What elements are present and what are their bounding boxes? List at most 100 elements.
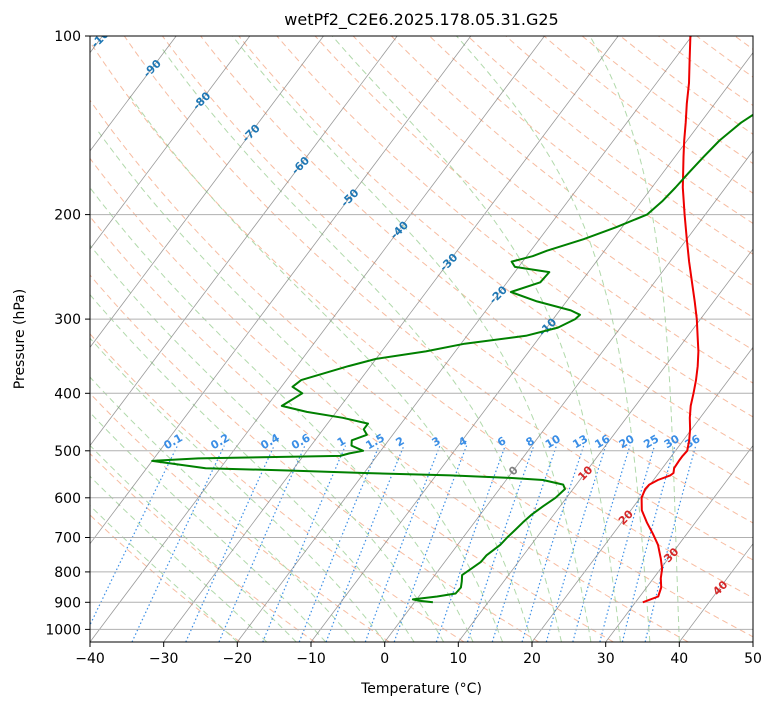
isotherm-line — [384, 150, 753, 642]
isotherm-line — [90, 36, 472, 545]
mixing-ratio-label: 6 — [495, 434, 508, 449]
x-axis-title: Temperature (°C) — [360, 681, 482, 697]
mixing-ratio-line — [621, 445, 676, 642]
mixing-ratio-label: 13 — [570, 432, 590, 451]
y-tick-label: 600 — [54, 491, 81, 507]
mixing-ratio-label: 25 — [641, 432, 661, 451]
y-tick-label: 500 — [54, 444, 81, 460]
dry-adiabat — [90, 274, 540, 642]
mixing-ratio-line — [325, 445, 405, 642]
isotherm-label: -20 — [487, 283, 510, 306]
isotherm-line — [90, 36, 251, 250]
isotherm-label: -80 — [190, 89, 213, 112]
isotherm-line — [236, 36, 693, 642]
mixing-ratio-line — [599, 445, 656, 642]
y-tick-label: 200 — [54, 208, 81, 224]
moist-adiabat — [90, 444, 297, 642]
mixing-ratio-label: 0.4 — [258, 431, 282, 452]
isotherm-line — [90, 36, 324, 348]
isotherm-line — [457, 248, 753, 642]
mixing-ratio-label: 20 — [617, 432, 637, 451]
moist-adiabat — [90, 411, 327, 642]
x-tick-label: −20 — [223, 651, 253, 667]
mixing-ratio-line — [572, 445, 631, 642]
isotherm-label: 30 — [661, 545, 681, 565]
dry-adiabat — [581, 36, 753, 165]
mixing-ratio-label: 1 — [335, 434, 348, 449]
moist-adiabat — [589, 36, 680, 642]
mixing-ratio-label: 36 — [683, 432, 703, 451]
mixing-ratio-line — [466, 445, 535, 642]
x-tick-label: 0 — [380, 651, 389, 667]
isotherm-line — [90, 36, 398, 447]
chart-title: wetPf2_C2E6.2025.178.05.31.G25 — [284, 10, 558, 30]
y-tick-label: 700 — [54, 531, 81, 547]
mixing-ratio-line — [435, 445, 506, 642]
x-tick-label: −40 — [75, 651, 105, 667]
dry-adiabat — [123, 36, 753, 561]
mixing-ratio-line — [218, 445, 306, 642]
dry-adiabat — [90, 215, 614, 642]
dry-adiabat — [391, 36, 753, 318]
isotherm-label: 20 — [616, 507, 636, 527]
y-tick-label: 300 — [54, 312, 81, 328]
isotherm-label: -70 — [240, 121, 263, 144]
moist-adiabat — [232, 36, 592, 642]
dewpoint-line — [151, 113, 753, 604]
dry-adiabat — [90, 157, 689, 642]
isotherm-line — [605, 444, 753, 642]
temperature-line — [640, 36, 700, 604]
isotherm-line — [163, 36, 619, 642]
mixing-ratio-line — [262, 445, 347, 642]
mixing-ratio-line — [364, 445, 441, 642]
x-axis-ticks: −40 −30 −20 −10 0 10 20 30 40 50 — [75, 642, 762, 667]
moist-adiabat — [90, 376, 356, 642]
moist-adiabat — [161, 48, 562, 642]
mixing-ratio-line — [90, 445, 179, 627]
moist-adiabat — [90, 244, 445, 642]
moist-adiabat — [90, 475, 268, 642]
moist-adiabat — [90, 293, 415, 642]
mixing-ratio-label: 0.2 — [208, 431, 231, 452]
isotherm-line — [90, 36, 177, 152]
dry-adiabat — [90, 452, 315, 642]
isotherm-label: -60 — [289, 154, 312, 177]
moist-adiabat — [90, 337, 386, 642]
dry-adiabat — [90, 333, 465, 642]
plot-area: -100-90-80-70-60-50-40-30-20-100 10203040… — [90, 36, 753, 642]
pressure-gridlines — [90, 36, 753, 630]
moist-adiabat — [127, 93, 533, 642]
isotherm-label: -90 — [141, 57, 164, 80]
mixing-ratio-line — [185, 445, 275, 642]
isotherm-label: -40 — [388, 218, 411, 241]
isotherm-line — [678, 543, 753, 642]
y-tick-label: 800 — [54, 565, 81, 581]
isotherm-line — [90, 36, 545, 642]
dry-adiabat — [734, 36, 753, 50]
x-tick-label: −10 — [296, 651, 326, 667]
mixing-ratio-line — [491, 445, 558, 642]
x-tick-label: 40 — [670, 651, 688, 667]
moist-adiabat — [90, 504, 238, 642]
x-tick-label: −30 — [149, 651, 179, 667]
x-tick-label: 20 — [523, 651, 541, 667]
dry-adiabat — [467, 36, 753, 255]
moist-adiabat — [456, 36, 651, 642]
x-tick-label: 50 — [744, 651, 762, 667]
y-tick-label: 100 — [54, 29, 81, 45]
isotherm-label: -30 — [437, 251, 460, 274]
mixing-ratio-label: 16 — [592, 432, 612, 451]
y-axis-ticks: 100 200 300 400 500 600 700 800 900 1000 — [45, 29, 90, 638]
dry-adiabat — [200, 36, 753, 488]
dry-adiabat — [314, 36, 753, 384]
mixing-ratio-line — [545, 445, 607, 642]
y-tick-label: 900 — [54, 595, 81, 611]
y-tick-label: 1000 — [45, 622, 81, 638]
y-tick-label: 400 — [54, 386, 81, 402]
mixing-ratio-label: 0.1 — [161, 431, 184, 452]
x-tick-label: 30 — [597, 651, 615, 667]
mixing-ratio-label: 2 — [393, 434, 406, 449]
dry-adiabat — [352, 36, 753, 351]
mixing-ratio-label: 30 — [662, 432, 682, 451]
